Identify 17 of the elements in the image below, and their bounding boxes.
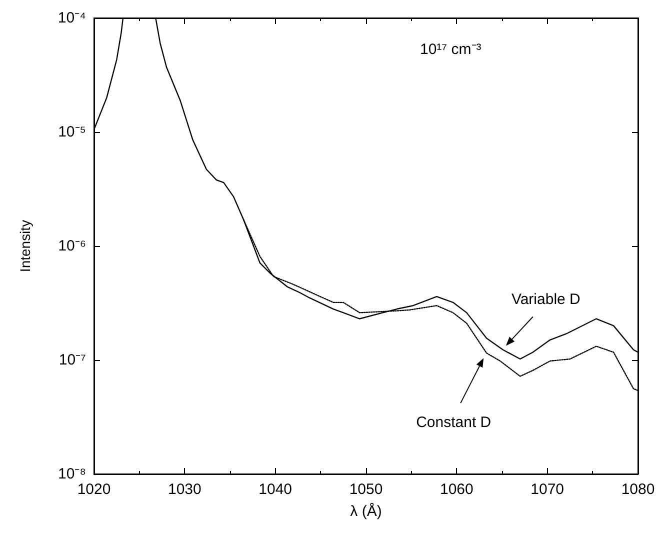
x-tick-label: 1080 — [621, 481, 655, 498]
y-tick-label: 10⁻⁷ — [58, 352, 86, 368]
x-tick-label: 1050 — [349, 481, 383, 498]
y-tick-label: 10⁻⁸ — [58, 466, 86, 482]
y-axis-title: Intensity — [17, 220, 33, 272]
y-tick-label: 10⁻⁵ — [58, 124, 86, 140]
x-tick-label: 1060 — [440, 481, 474, 498]
series-label: Variable D — [511, 290, 581, 308]
y-tick-label: 10⁻⁴ — [58, 10, 86, 26]
x-tick-label: 1070 — [530, 481, 564, 498]
y-tick-label: 10⁻⁶ — [58, 238, 86, 254]
text: Constant D — [416, 414, 492, 432]
x-tick-label: 1020 — [77, 481, 111, 498]
annotation: 10¹⁷ cm⁻³ — [420, 41, 482, 58]
x-tick-label: 1030 — [168, 481, 202, 498]
x-tick-label: 1040 — [258, 481, 292, 498]
x-axis-title: λ (Å) — [350, 502, 382, 520]
